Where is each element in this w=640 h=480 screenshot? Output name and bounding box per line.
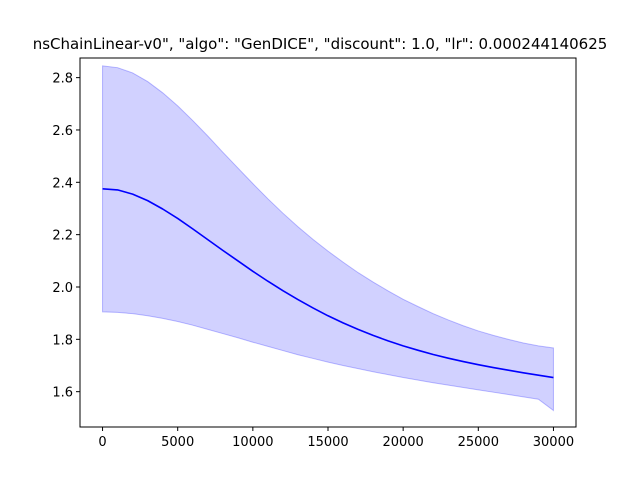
y-axis-ticks: 1.6 1.8 2.0 2.2 2.4 2.6 2.8 [52, 72, 80, 401]
x-tick-label: 10000 [232, 435, 273, 450]
y-tick-label: 2.4 [52, 176, 73, 191]
x-tick-label: 0 [98, 435, 106, 450]
x-tick-label: 25000 [458, 435, 499, 450]
confidence-band-layer [102, 65, 554, 412]
y-tick-label: 2.2 [52, 229, 73, 244]
x-tick-label: 20000 [382, 435, 423, 450]
x-tick-label: 15000 [307, 435, 348, 450]
mean-line-0 [102, 188, 554, 379]
y-tick-label: 1.8 [52, 333, 73, 348]
chart-title: nsChainLinear-v0", "algo": "GenDICE", "d… [33, 35, 608, 53]
y-tick-label: 1.6 [52, 386, 73, 401]
x-tick-label: 30000 [533, 435, 574, 450]
mean-line-layer [102, 188, 554, 379]
y-tick-label: 2.0 [52, 281, 73, 296]
y-tick-label: 2.8 [52, 72, 73, 87]
x-axis-ticks: 0 5000 10000 15000 20000 25000 30000 [98, 427, 574, 450]
y-tick-label: 2.6 [52, 124, 73, 139]
x-tick-label: 5000 [161, 435, 194, 450]
confidence-band-0 [102, 65, 554, 412]
